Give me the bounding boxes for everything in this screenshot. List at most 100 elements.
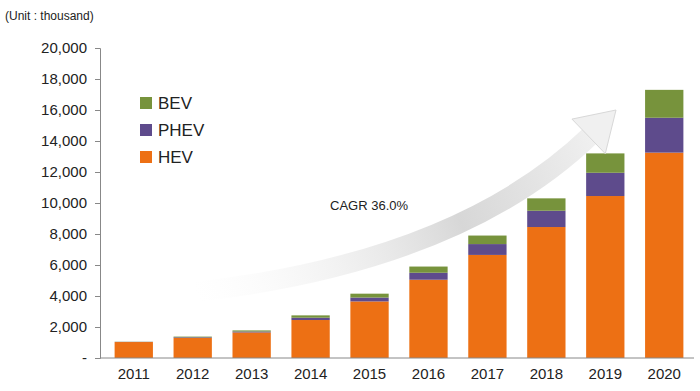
x-tick-label: 2013 (235, 365, 268, 382)
y-tick: 16,000 (41, 101, 100, 118)
bar (586, 173, 624, 196)
bar (409, 273, 447, 280)
legend-swatch (140, 97, 152, 109)
x-tick-label: 2018 (530, 365, 563, 382)
arrow-body (195, 134, 592, 292)
legend-swatch (140, 124, 152, 136)
x-tick: 2015 (353, 358, 386, 382)
x-tick-label: 2019 (589, 365, 622, 382)
y-tick-mark (95, 110, 100, 111)
bar (527, 198, 565, 210)
x-tick: 2018 (530, 358, 563, 382)
bar (527, 227, 565, 358)
x-tick-label: 2020 (648, 365, 681, 382)
bar (468, 236, 506, 245)
y-tick-mark (95, 203, 100, 204)
trend-arrow (195, 110, 616, 292)
y-tick-mark (95, 265, 100, 266)
y-tick: 8,000 (49, 225, 100, 242)
chart: - 2,000 4,000 6,000 8,000 10,000 12,000 14,000 1… (0, 0, 700, 391)
legend-label: BEV (158, 94, 193, 113)
y-tick-mark (95, 48, 100, 49)
legend-label: HEV (158, 148, 194, 167)
y-tick: 20,000 (41, 39, 100, 56)
y-tick: 2,000 (49, 318, 100, 335)
x-tick: 2014 (294, 358, 327, 382)
y-tick-label: 20,000 (41, 39, 87, 56)
x-tick: 2017 (471, 358, 504, 382)
arrow-head (572, 110, 616, 154)
bar (645, 118, 683, 153)
bar (527, 211, 565, 227)
y-tick-label: 12,000 (41, 163, 87, 180)
bar (645, 90, 683, 118)
y-tick-label: 16,000 (41, 101, 87, 118)
bar (232, 332, 270, 358)
x-axis-line (100, 358, 694, 359)
x-tick: 2013 (235, 358, 268, 382)
bar (586, 153, 624, 172)
y-tick-mark (95, 172, 100, 173)
y-tick-mark (95, 141, 100, 142)
x-tick: 2011 (118, 358, 150, 382)
unit-label: (Unit : thousand) (5, 9, 94, 23)
bar (350, 298, 388, 302)
bar (115, 341, 153, 342)
bar (174, 337, 212, 339)
y-tick-mark (95, 358, 100, 359)
y-tick-mark (95, 234, 100, 235)
bar (409, 280, 447, 358)
y-tick-mark (95, 79, 100, 80)
y-tick-mark (95, 327, 100, 328)
y-tick-mark (95, 296, 100, 297)
y-tick-label: 8,000 (49, 225, 87, 242)
x-tick: 2016 (412, 358, 445, 382)
y-axis-line (95, 49, 101, 359)
x-tick: 2019 (589, 358, 622, 382)
y-tick-label: 2,000 (49, 318, 87, 335)
x-tick: 2020 (648, 358, 681, 382)
x-axis: 2011 2012 2013 2014 2015 2016 2017 2018 2019 2020 (100, 358, 694, 382)
annotation: CAGR 36.0% (330, 198, 408, 213)
y-tick-label: - (82, 349, 87, 366)
y-tick-label: 4,000 (49, 287, 87, 304)
x-tick-label: 2017 (471, 365, 504, 382)
x-tick-label: 2011 (118, 365, 150, 382)
bar (174, 336, 212, 338)
y-tick-label: 10,000 (41, 194, 87, 211)
bar (350, 294, 388, 298)
bar (350, 301, 388, 358)
bar (586, 196, 624, 358)
y-tick: 10,000 (41, 194, 100, 211)
legend-label: PHEV (158, 121, 205, 140)
bars (115, 90, 684, 358)
y-tick-label: 18,000 (41, 70, 87, 87)
bar (232, 331, 270, 333)
bar (115, 341, 153, 342)
y-tick: 14,000 (41, 132, 100, 149)
y-tick-label: 6,000 (49, 256, 87, 273)
bar (232, 330, 270, 331)
bar (291, 320, 329, 358)
y-tick: - (82, 349, 100, 366)
y-tick: 12,000 (41, 163, 100, 180)
y-tick: 4,000 (49, 287, 100, 304)
bar (291, 318, 329, 320)
bar (291, 315, 329, 317)
bar-series (115, 118, 684, 342)
y-tick-label: 14,000 (41, 132, 87, 149)
bar (115, 342, 153, 358)
legend: BEV PHEV HEV (140, 94, 205, 167)
bar-series (115, 90, 684, 342)
bar (468, 244, 506, 255)
bar (645, 153, 683, 358)
x-tick-label: 2015 (353, 365, 386, 382)
x-tick-label: 2012 (176, 365, 209, 382)
bar (409, 267, 447, 273)
legend-swatch (140, 151, 152, 163)
bar (174, 338, 212, 358)
y-axis: - 2,000 4,000 6,000 8,000 10,000 12,000 14,000 1… (41, 39, 100, 366)
y-tick: 6,000 (49, 256, 100, 273)
x-tick-label: 2014 (294, 365, 327, 382)
bar (468, 255, 506, 358)
